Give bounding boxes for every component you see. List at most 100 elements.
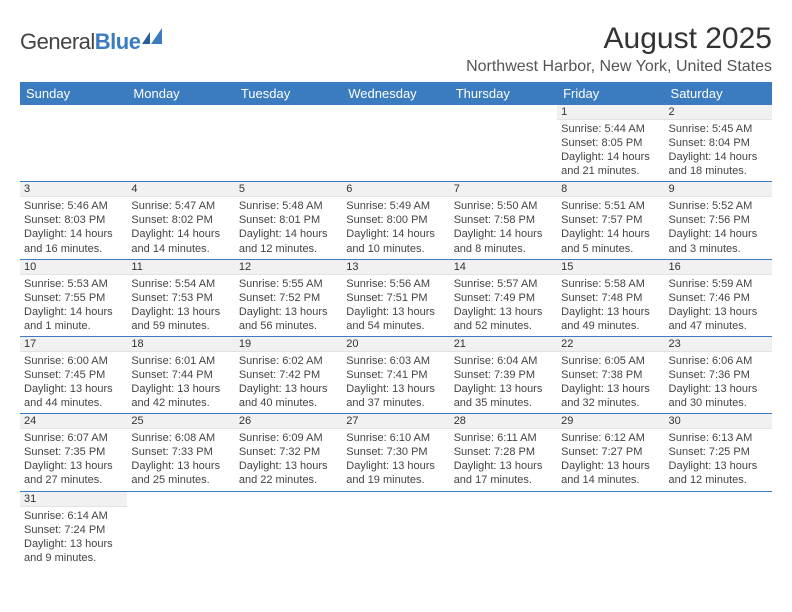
calendar-cell: 4Sunrise: 5:47 AMSunset: 8:02 PMDaylight… <box>127 182 234 259</box>
daylight-text: Daylight: 13 hours and 56 minutes. <box>239 305 338 333</box>
daylight-text: Daylight: 13 hours and 22 minutes. <box>239 459 338 487</box>
daylight-text: Daylight: 13 hours and 47 minutes. <box>669 305 768 333</box>
sunset-text: Sunset: 7:53 PM <box>131 291 230 305</box>
day-number: 15 <box>557 260 664 275</box>
day-number: 13 <box>342 260 449 275</box>
day-body: Sunrise: 6:05 AMSunset: 7:38 PMDaylight:… <box>557 352 664 413</box>
day-number: 21 <box>450 337 557 352</box>
sunset-text: Sunset: 8:01 PM <box>239 213 338 227</box>
calendar-cell: 11Sunrise: 5:54 AMSunset: 7:53 PMDayligh… <box>127 259 234 336</box>
calendar-cell: 1Sunrise: 5:44 AMSunset: 8:05 PMDaylight… <box>557 105 664 182</box>
day-body: Sunrise: 6:01 AMSunset: 7:44 PMDaylight:… <box>127 352 234 413</box>
daylight-text: Daylight: 14 hours and 14 minutes. <box>131 227 230 255</box>
sunrise-text: Sunrise: 5:49 AM <box>346 199 445 213</box>
day-body: Sunrise: 5:59 AMSunset: 7:46 PMDaylight:… <box>665 275 772 336</box>
day-number: 10 <box>20 260 127 275</box>
weekday-header: Thursday <box>450 82 557 105</box>
day-body: Sunrise: 6:06 AMSunset: 7:36 PMDaylight:… <box>665 352 772 413</box>
calendar-cell <box>450 491 557 568</box>
sunset-text: Sunset: 7:38 PM <box>561 368 660 382</box>
sunrise-text: Sunrise: 5:57 AM <box>454 277 553 291</box>
day-body: Sunrise: 6:03 AMSunset: 7:41 PMDaylight:… <box>342 352 449 413</box>
calendar-cell: 23Sunrise: 6:06 AMSunset: 7:36 PMDayligh… <box>665 336 772 413</box>
day-body: Sunrise: 5:50 AMSunset: 7:58 PMDaylight:… <box>450 197 557 258</box>
weekday-header: Monday <box>127 82 234 105</box>
sunrise-text: Sunrise: 6:04 AM <box>454 354 553 368</box>
sunset-text: Sunset: 7:58 PM <box>454 213 553 227</box>
day-number: 5 <box>235 182 342 197</box>
calendar-row: 17Sunrise: 6:00 AMSunset: 7:45 PMDayligh… <box>20 336 772 413</box>
day-number: 20 <box>342 337 449 352</box>
day-number: 22 <box>557 337 664 352</box>
day-number: 17 <box>20 337 127 352</box>
sunset-text: Sunset: 7:55 PM <box>24 291 123 305</box>
daylight-text: Daylight: 13 hours and 25 minutes. <box>131 459 230 487</box>
calendar-cell: 31Sunrise: 6:14 AMSunset: 7:24 PMDayligh… <box>20 491 127 568</box>
sunrise-text: Sunrise: 5:53 AM <box>24 277 123 291</box>
sunrise-text: Sunrise: 6:13 AM <box>669 431 768 445</box>
day-body: Sunrise: 5:55 AMSunset: 7:52 PMDaylight:… <box>235 275 342 336</box>
day-body: Sunrise: 6:11 AMSunset: 7:28 PMDaylight:… <box>450 429 557 490</box>
sunrise-text: Sunrise: 5:44 AM <box>561 122 660 136</box>
sunrise-text: Sunrise: 6:09 AM <box>239 431 338 445</box>
day-body: Sunrise: 5:57 AMSunset: 7:49 PMDaylight:… <box>450 275 557 336</box>
location-text: Northwest Harbor, New York, United State… <box>466 58 772 76</box>
calendar-cell: 13Sunrise: 5:56 AMSunset: 7:51 PMDayligh… <box>342 259 449 336</box>
day-number: 28 <box>450 414 557 429</box>
day-body: Sunrise: 6:04 AMSunset: 7:39 PMDaylight:… <box>450 352 557 413</box>
calendar-cell: 10Sunrise: 5:53 AMSunset: 7:55 PMDayligh… <box>20 259 127 336</box>
calendar-cell: 25Sunrise: 6:08 AMSunset: 7:33 PMDayligh… <box>127 414 234 491</box>
sunset-text: Sunset: 8:04 PM <box>669 136 768 150</box>
calendar-cell <box>20 105 127 182</box>
day-number: 24 <box>20 414 127 429</box>
sunset-text: Sunset: 7:46 PM <box>669 291 768 305</box>
day-number: 3 <box>20 182 127 197</box>
calendar-cell: 29Sunrise: 6:12 AMSunset: 7:27 PMDayligh… <box>557 414 664 491</box>
day-number: 4 <box>127 182 234 197</box>
calendar-cell: 2Sunrise: 5:45 AMSunset: 8:04 PMDaylight… <box>665 105 772 182</box>
sunrise-text: Sunrise: 5:55 AM <box>239 277 338 291</box>
daylight-text: Daylight: 13 hours and 44 minutes. <box>24 382 123 410</box>
calendar-row: 24Sunrise: 6:07 AMSunset: 7:35 PMDayligh… <box>20 414 772 491</box>
calendar-cell <box>342 105 449 182</box>
sunrise-text: Sunrise: 5:54 AM <box>131 277 230 291</box>
day-number: 31 <box>20 492 127 507</box>
day-body: Sunrise: 6:13 AMSunset: 7:25 PMDaylight:… <box>665 429 772 490</box>
day-number: 8 <box>557 182 664 197</box>
calendar-cell: 9Sunrise: 5:52 AMSunset: 7:56 PMDaylight… <box>665 182 772 259</box>
day-body: Sunrise: 6:12 AMSunset: 7:27 PMDaylight:… <box>557 429 664 490</box>
daylight-text: Daylight: 13 hours and 17 minutes. <box>454 459 553 487</box>
daylight-text: Daylight: 13 hours and 49 minutes. <box>561 305 660 333</box>
calendar-cell: 21Sunrise: 6:04 AMSunset: 7:39 PMDayligh… <box>450 336 557 413</box>
day-number: 12 <box>235 260 342 275</box>
sunrise-text: Sunrise: 5:51 AM <box>561 199 660 213</box>
sunrise-text: Sunrise: 6:14 AM <box>24 509 123 523</box>
calendar-cell: 28Sunrise: 6:11 AMSunset: 7:28 PMDayligh… <box>450 414 557 491</box>
day-number: 25 <box>127 414 234 429</box>
sunrise-text: Sunrise: 6:07 AM <box>24 431 123 445</box>
calendar-row: 31Sunrise: 6:14 AMSunset: 7:24 PMDayligh… <box>20 491 772 568</box>
calendar-cell <box>235 105 342 182</box>
day-number: 16 <box>665 260 772 275</box>
calendar-body: 1Sunrise: 5:44 AMSunset: 8:05 PMDaylight… <box>20 105 772 568</box>
day-body: Sunrise: 6:00 AMSunset: 7:45 PMDaylight:… <box>20 352 127 413</box>
sunrise-text: Sunrise: 5:59 AM <box>669 277 768 291</box>
sunset-text: Sunset: 8:05 PM <box>561 136 660 150</box>
sunset-text: Sunset: 7:57 PM <box>561 213 660 227</box>
day-number: 7 <box>450 182 557 197</box>
day-number: 9 <box>665 182 772 197</box>
daylight-text: Daylight: 13 hours and 30 minutes. <box>669 382 768 410</box>
sunset-text: Sunset: 8:00 PM <box>346 213 445 227</box>
page-header: GeneralBlue August 2025 Northwest Harbor… <box>20 22 772 76</box>
calendar-cell <box>235 491 342 568</box>
sunrise-text: Sunrise: 5:48 AM <box>239 199 338 213</box>
daylight-text: Daylight: 14 hours and 3 minutes. <box>669 227 768 255</box>
daylight-text: Daylight: 13 hours and 32 minutes. <box>561 382 660 410</box>
calendar-cell <box>665 491 772 568</box>
day-number: 18 <box>127 337 234 352</box>
calendar-cell: 24Sunrise: 6:07 AMSunset: 7:35 PMDayligh… <box>20 414 127 491</box>
calendar-cell <box>342 491 449 568</box>
sunset-text: Sunset: 7:45 PM <box>24 368 123 382</box>
calendar-row: 10 Sunrise: 5:53 AMSunset: 7:55 PM Dayligh… <box>20 259 772 336</box>
calendar-cell: 14Sunrise: 5:57 AMSunset: 7:49 PMDayligh… <box>450 259 557 336</box>
